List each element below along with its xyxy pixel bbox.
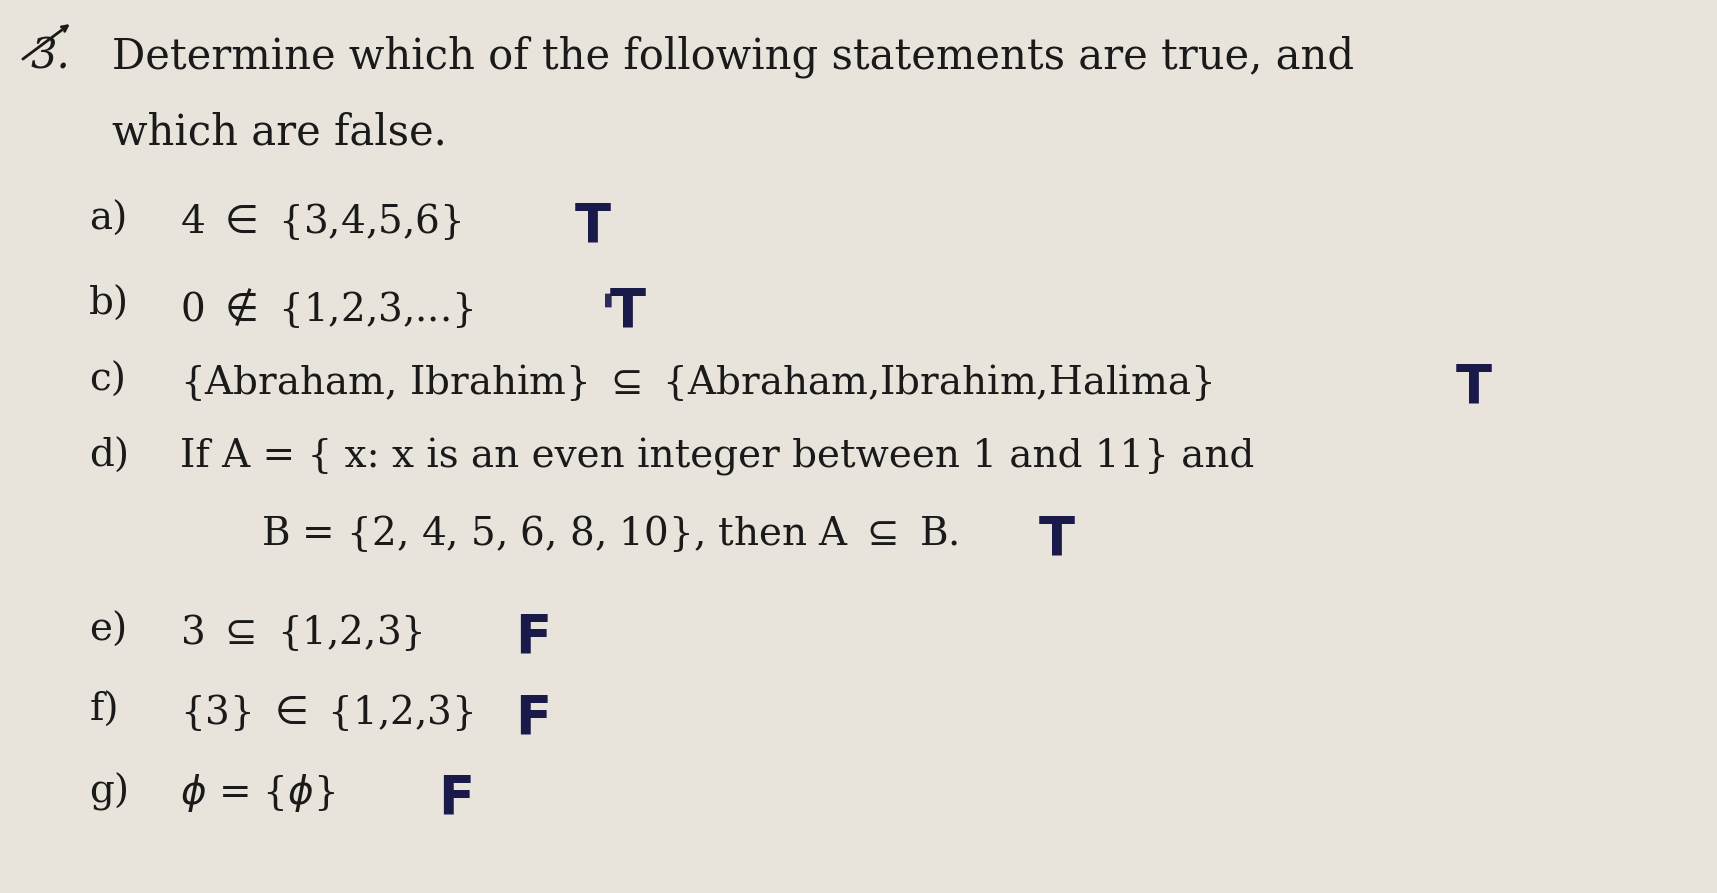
Text: F: F — [438, 772, 474, 824]
Text: $\phi$ = {$\phi$}: $\phi$ = {$\phi$} — [180, 772, 335, 814]
Text: 0 $\notin$ {1,2,3,...}: 0 $\notin$ {1,2,3,...} — [180, 286, 474, 330]
Text: T: T — [1039, 513, 1075, 565]
Text: 4 $\in$ {3,4,5,6}: 4 $\in$ {3,4,5,6} — [180, 201, 462, 242]
Text: c): c) — [89, 362, 127, 398]
Text: Determine which of the following statements are true, and: Determine which of the following stateme… — [112, 36, 1353, 79]
Text: 3 $\subseteq$ {1,2,3}: 3 $\subseteq$ {1,2,3} — [180, 612, 422, 653]
Text: F: F — [515, 692, 551, 744]
Text: T: T — [575, 201, 611, 253]
Text: F: F — [515, 612, 551, 663]
Text: b): b) — [89, 286, 129, 322]
Text: g): g) — [89, 772, 129, 811]
Text: 3.: 3. — [31, 36, 70, 78]
Text: If A = { x: x is an even integer between 1 and 11} and: If A = { x: x is an even integer between… — [180, 438, 1255, 476]
Text: a): a) — [89, 201, 127, 238]
Text: which are false.: which are false. — [112, 112, 446, 154]
Text: T: T — [1456, 362, 1492, 413]
Text: {Abraham, Ibrahim} $\subseteq$ {Abraham,Ibrahim,Halima}: {Abraham, Ibrahim} $\subseteq$ {Abraham,… — [180, 362, 1212, 403]
Text: T: T — [610, 286, 646, 338]
Text: d): d) — [89, 438, 129, 474]
Text: {3} $\in$ {1,2,3}: {3} $\in$ {1,2,3} — [180, 692, 474, 733]
Text: e): e) — [89, 612, 127, 648]
Text: B = {2, 4, 5, 6, 8, 10}, then A $\subseteq$ B.: B = {2, 4, 5, 6, 8, 10}, then A $\subset… — [261, 513, 958, 555]
Text: f): f) — [89, 692, 118, 729]
Text: ▬: ▬ — [598, 290, 615, 307]
